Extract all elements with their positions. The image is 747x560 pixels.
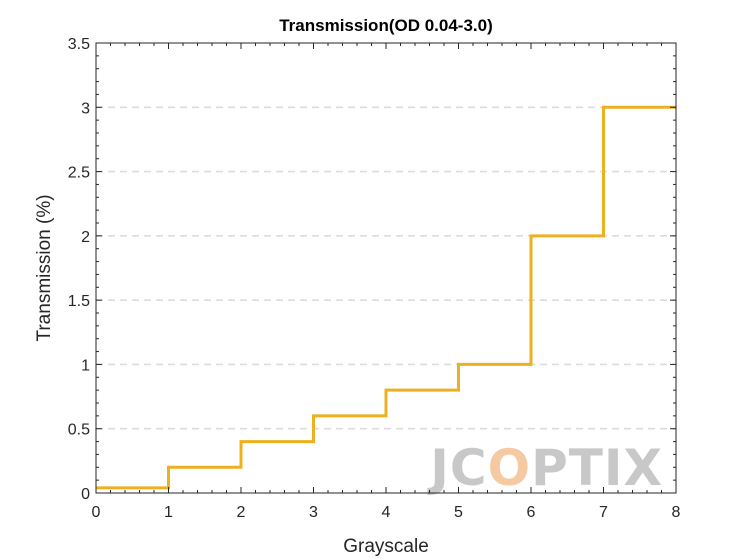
y-tick-label: 1 <box>81 357 90 374</box>
x-axis-label: Grayscale <box>343 536 429 557</box>
series-layer <box>96 105 676 490</box>
axis-ticks <box>95 42 677 494</box>
grid-lines <box>96 106 676 430</box>
y-tick-label: 3.5 <box>68 36 90 53</box>
y-axis-label: Transmission (%) <box>34 194 55 341</box>
x-tick-label: 3 <box>309 504 318 521</box>
transmission-step-line <box>96 105 676 490</box>
watermark: JCOPTIX <box>427 439 663 497</box>
y-tick-label: 2.5 <box>68 165 90 182</box>
watermark-text: JCOPTIX <box>427 439 663 497</box>
x-tick-label: 0 <box>92 504 101 521</box>
x-tick-label: 2 <box>237 504 246 521</box>
x-tick-label: 6 <box>527 504 536 521</box>
y-tick-label: 3 <box>81 100 90 117</box>
chart-title: Transmission(OD 0.04-3.0) <box>279 16 493 35</box>
x-tick-label: 5 <box>454 504 463 521</box>
y-tick-label: 1.5 <box>68 293 90 310</box>
y-tick-label: 0.5 <box>68 422 90 439</box>
x-tick-label: 8 <box>672 504 681 521</box>
x-tick-label: 4 <box>382 504 391 521</box>
x-tick-label: 1 <box>164 504 173 521</box>
x-tick-label: 7 <box>599 504 608 521</box>
y-tick-label: 0 <box>81 486 90 503</box>
y-tick-label: 2 <box>81 229 90 246</box>
tick-labels: 0 0.5 1 1.5 2 2.5 3 3.5 0 1 2 3 4 5 6 7 8 <box>68 36 681 521</box>
